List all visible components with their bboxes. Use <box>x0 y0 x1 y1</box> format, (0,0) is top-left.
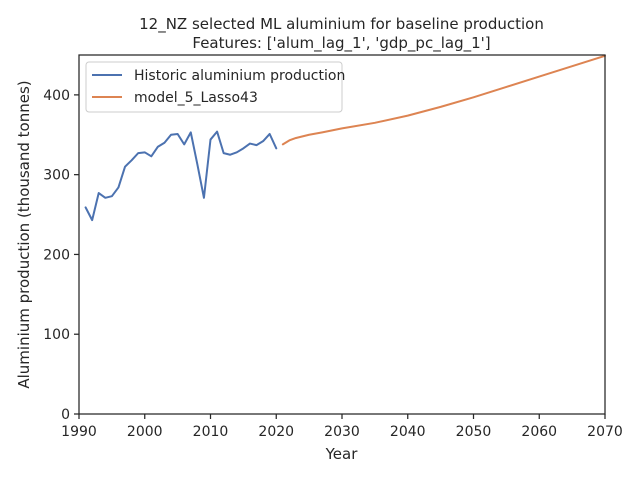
x-tick-label: 2040 <box>390 424 426 440</box>
x-tick-label: 2030 <box>324 424 360 440</box>
y-tick-label: 200 <box>43 247 70 263</box>
x-tick-label: 1990 <box>61 424 97 440</box>
legend-label-model: model_5_Lasso43 <box>134 90 258 106</box>
series-layer <box>84 54 606 222</box>
chart-title-line2: Features: ['alum_lag_1', 'gdp_pc_lag_1'] <box>192 34 490 53</box>
y-axis-label: Aluminium production (thousand tonnes) <box>15 80 33 388</box>
x-tick-label: 2050 <box>456 424 492 440</box>
x-axis-label: Year <box>325 445 359 463</box>
y-tick-label: 400 <box>43 88 70 104</box>
series-line-model <box>281 54 606 146</box>
legend: Historic aluminium production model_5_La… <box>85 61 345 113</box>
x-tick-label: 2000 <box>127 424 163 440</box>
x-tick-label: 2020 <box>258 424 294 440</box>
y-tick-label: 100 <box>43 327 70 343</box>
x-tick-label: 2070 <box>587 424 623 440</box>
y-tick-label: 0 <box>61 407 70 423</box>
y-axis-ticks: 0 100 200 300 400 <box>43 88 79 423</box>
series-line-historic <box>84 130 278 222</box>
chart-title-line1: 12_NZ selected ML aluminium for baseline… <box>139 15 544 34</box>
y-tick-label: 300 <box>43 168 70 184</box>
x-tick-label: 2060 <box>521 424 557 440</box>
plot-frame <box>78 54 606 415</box>
legend-box <box>85 61 343 113</box>
legend-label-historic: Historic aluminium production <box>134 68 345 84</box>
x-tick-label: 2010 <box>193 424 229 440</box>
x-axis-ticks: 1990 2000 2010 2020 2030 2040 2050 2060 2070 <box>61 414 623 440</box>
